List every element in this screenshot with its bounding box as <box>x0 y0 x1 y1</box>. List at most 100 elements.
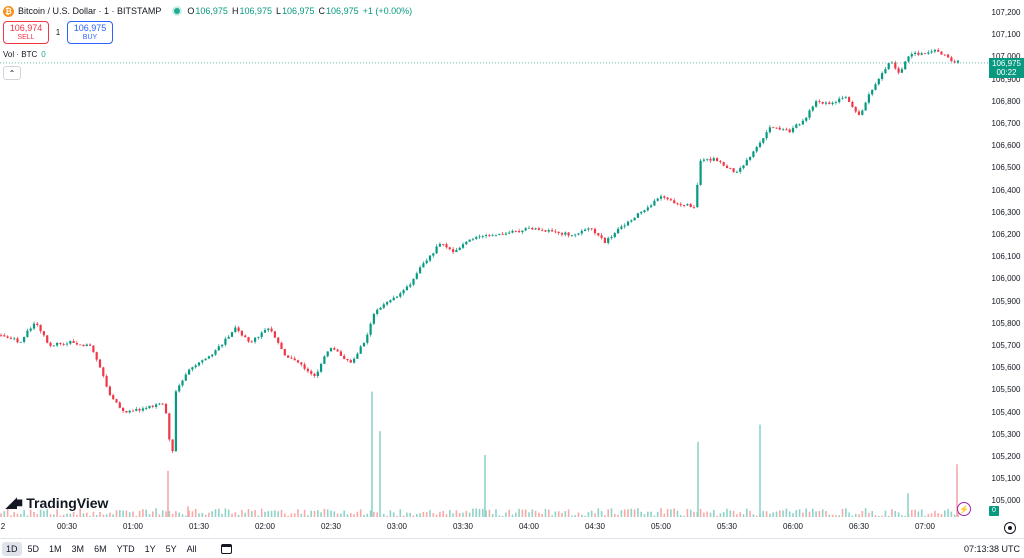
range-button-5d[interactable]: 5D <box>27 543 40 554</box>
range-button-3m[interactable]: 3M <box>71 543 85 554</box>
time-tick-label: 00:30 <box>56 522 78 531</box>
volume-bar <box>330 510 332 517</box>
candle-body <box>590 228 593 230</box>
symbol-title[interactable]: Bitcoin / U.S. Dollar · 1 · BITSTAMP <box>18 6 162 16</box>
market-status-icon[interactable] <box>174 8 181 14</box>
candle-body <box>280 342 283 349</box>
volume-bar <box>284 513 286 517</box>
volume-bar <box>835 515 837 517</box>
range-button-6m[interactable]: 6M <box>94 543 107 554</box>
volume-bar <box>904 515 906 517</box>
candle-body <box>369 323 372 335</box>
candle-body <box>580 230 583 234</box>
buy-button[interactable]: 106,975 BUY <box>67 21 113 44</box>
volume-bar <box>3 511 6 517</box>
gear-icon[interactable] <box>1004 522 1016 534</box>
candle-body <box>953 61 956 63</box>
candle-body <box>105 376 108 387</box>
tradingview-logo[interactable]: ◢■ TradingView <box>6 494 108 511</box>
chevron-up-icon[interactable]: ⌃ <box>3 66 21 80</box>
volume-bar <box>277 511 279 517</box>
time-axis[interactable]: 2 00:30 01:00 01:30 02:00 02:30 03:00 03:30 04:0… <box>0 518 988 536</box>
candle-body <box>82 344 85 347</box>
symbol-legend: ₿ Bitcoin / U.S. Dollar · 1 · BITSTAMP O… <box>3 3 416 19</box>
candle-body <box>9 337 12 339</box>
volume-bar <box>165 511 167 517</box>
candle-body <box>128 410 131 413</box>
candle-body <box>861 110 864 115</box>
candle-body <box>296 360 300 363</box>
utc-clock[interactable]: 07:13:38 UTC <box>963 543 1020 554</box>
price-chart[interactable] <box>0 0 988 518</box>
candle-body <box>310 371 313 374</box>
price-scale[interactable]: 107,200 107,100 107,000 106,900 106,800 106,7… <box>988 0 1024 518</box>
candle-body <box>841 97 844 99</box>
volume-bar <box>736 514 738 517</box>
range-button-1m[interactable]: 1M <box>49 543 62 554</box>
candle-body <box>706 158 709 160</box>
lightning-icon[interactable]: ⚡ <box>957 502 971 516</box>
sell-button[interactable]: 106,974 SELL <box>3 21 49 44</box>
candle-body <box>656 198 659 201</box>
candle-body <box>564 232 567 235</box>
volume-bar <box>274 510 276 517</box>
volume-bar <box>732 510 735 517</box>
candle-body <box>188 369 191 375</box>
volume-bar <box>590 510 593 517</box>
volume-bar <box>425 512 428 517</box>
candle-body <box>620 226 623 229</box>
candle-body <box>207 356 210 359</box>
candle-body <box>432 253 435 256</box>
volume-bar <box>551 515 553 517</box>
volume-bar <box>102 514 105 517</box>
volume-bar <box>383 513 385 517</box>
volume-bar <box>647 511 649 517</box>
candle-body <box>485 235 488 237</box>
candle-body <box>448 247 451 250</box>
volume-legend[interactable]: Vol · BTC 0 <box>3 50 46 59</box>
candle-body <box>752 151 755 157</box>
price-tick-label: 106,700 <box>991 119 1021 128</box>
range-button-5y[interactable]: 5Y <box>165 543 177 554</box>
candle-body <box>692 206 696 208</box>
range-button-ytd[interactable]: YTD <box>116 543 135 554</box>
price-tick-label: 106,000 <box>991 274 1021 284</box>
high-label: H <box>231 6 239 16</box>
candle-body <box>871 89 874 95</box>
range-button-1d[interactable]: 1D <box>2 541 22 556</box>
candle-body <box>263 330 267 333</box>
candle-body <box>46 335 49 343</box>
candle-body <box>808 110 811 118</box>
volume-spike-bar <box>759 424 761 517</box>
candle-body <box>917 52 920 55</box>
candle-body <box>735 171 738 173</box>
volume-bar <box>138 510 141 517</box>
volume-bar <box>924 515 926 517</box>
volume-bar <box>802 512 804 517</box>
low-label: L <box>275 6 281 16</box>
candle-body <box>56 343 59 346</box>
calendar-icon[interactable] <box>220 543 232 554</box>
range-button-all[interactable]: All <box>186 543 197 554</box>
price-tick-label: 106,900 <box>991 74 1021 84</box>
volume-bar <box>95 515 98 517</box>
volume-bar <box>920 509 923 517</box>
volume-bar <box>287 515 289 517</box>
candle-body <box>112 395 115 400</box>
volume-bar <box>722 512 725 517</box>
sell-price: 106,974 <box>9 22 43 33</box>
volume-bar <box>623 509 626 517</box>
range-button-1y[interactable]: 1Y <box>144 543 156 554</box>
volume-bar <box>356 511 359 517</box>
price-tick-label: 105,200 <box>991 452 1021 461</box>
time-tick-label: 01:00 <box>122 522 144 531</box>
high-value: 106,975 <box>239 6 272 16</box>
candle-body <box>607 237 610 243</box>
buy-label: BUY <box>82 33 98 41</box>
volume-bar <box>303 509 306 517</box>
candle-body <box>181 380 184 386</box>
time-tick-label: 03:30 <box>452 522 474 531</box>
volume-bar <box>389 510 392 517</box>
candle-body <box>722 162 725 166</box>
candle-body <box>488 235 491 237</box>
